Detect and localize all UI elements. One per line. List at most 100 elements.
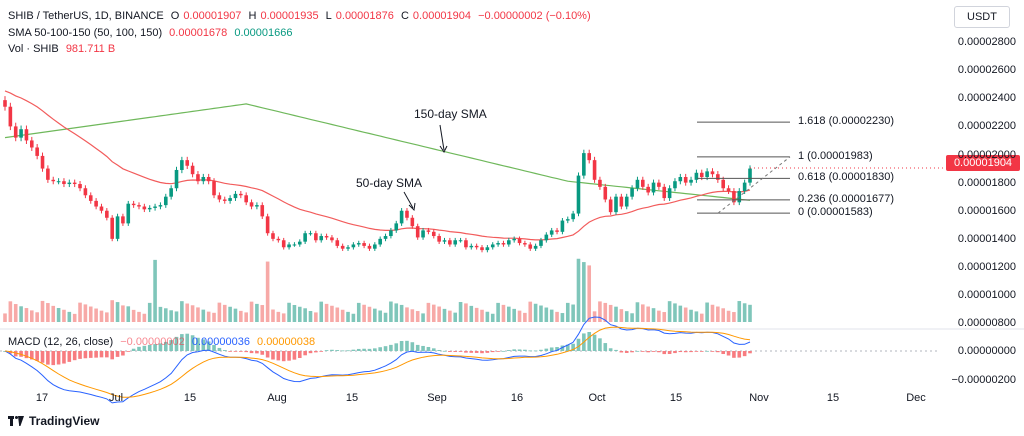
macd-histogram-bar: [297, 351, 302, 358]
macd-legend[interactable]: MACD (12, 26, close) −0.00000002 0.00000…: [8, 336, 319, 348]
volume-bar: [710, 304, 715, 322]
volume-bar: [726, 310, 731, 322]
candle-body: [528, 244, 533, 249]
macd-histogram-bar: [565, 344, 570, 351]
volume-label: Vol · SHIB: [8, 43, 59, 55]
sma150-arrowhead: [439, 145, 448, 153]
symbol-label[interactable]: SHIB / TetherUS, 1D, BINANCE: [8, 10, 164, 22]
macd-histogram-bar: [287, 351, 291, 361]
macd-histogram-bar: [737, 351, 742, 358]
candle-body: [3, 100, 7, 107]
macd-histogram-bar: [576, 338, 581, 351]
macd-histogram-bar: [598, 338, 602, 351]
candle-body: [614, 196, 618, 213]
volume-bar: [480, 309, 484, 322]
macd-histogram-bar: [260, 351, 265, 355]
volume-bar: [228, 306, 232, 322]
macd-histogram-bar: [142, 345, 147, 351]
candle-body: [399, 210, 404, 224]
open-value: 0.00001907: [183, 10, 242, 22]
last-price-tag: 0.00001904: [946, 155, 1020, 171]
candle-body: [410, 217, 415, 227]
macd-histogram-bar: [356, 348, 361, 351]
candle-body: [303, 233, 307, 242]
candle-body: [507, 240, 511, 245]
macd-histogram-bar: [673, 351, 677, 354]
close-value: 0.00001904: [412, 10, 472, 22]
macd-histogram-bar: [705, 350, 709, 352]
candle-body: [437, 236, 441, 242]
volume-bar: [190, 305, 195, 322]
candle-body: [442, 240, 447, 242]
volume-bar: [405, 307, 409, 322]
tradingview-logo[interactable]: TradingView: [8, 414, 99, 428]
candle-body: [281, 240, 286, 248]
macd-histogram-bar: [415, 344, 420, 351]
macd-histogram-bar: [533, 350, 538, 352]
macd-histogram-bar: [367, 348, 372, 351]
volume-bar: [571, 304, 575, 322]
macd-histogram-bar: [163, 341, 168, 351]
volume-bar: [126, 306, 131, 322]
candle-body: [292, 244, 297, 246]
macd-histogram-bar: [126, 351, 131, 352]
price-axis-label: 0.00001800: [957, 176, 1016, 189]
candle-body: [51, 179, 56, 182]
volume-bar: [67, 311, 72, 322]
volume-bar: [83, 304, 88, 322]
volume-bar: [206, 311, 211, 322]
volume-bar: [512, 308, 516, 322]
volume-bar: [78, 302, 82, 322]
macd-histogram-bar: [528, 350, 533, 352]
volume-bar: [474, 307, 479, 322]
candle-body: [13, 126, 18, 138]
candle-body: [137, 205, 141, 207]
volume-bar: [62, 309, 66, 322]
volume-bar: [40, 300, 45, 322]
macd-histogram-bar: [24, 351, 29, 359]
macd-histogram-bar: [474, 351, 479, 353]
candle-body: [582, 153, 586, 176]
volume-bar: [94, 308, 98, 322]
volume-legend[interactable]: Vol · SHIB 981.711 B: [8, 43, 119, 55]
candle-body: [131, 203, 136, 206]
macd-histogram-bar: [249, 351, 254, 354]
macd-histogram-bar: [239, 351, 243, 352]
candle-body: [608, 199, 613, 213]
candle-body: [373, 244, 377, 249]
sma-value-1: 0.00001678: [169, 27, 228, 39]
macd-histogram-bar: [346, 350, 350, 352]
volume-bar: [667, 301, 672, 322]
macd-histogram-bar: [603, 343, 608, 351]
volume-bar: [705, 302, 709, 322]
macd-histogram-bar: [517, 349, 522, 351]
candle-body: [8, 106, 13, 127]
macd-label: MACD (12, 26, close): [8, 336, 114, 348]
candle-body: [324, 236, 329, 238]
volume-bar: [582, 262, 586, 322]
candle-body: [174, 169, 179, 189]
sma-label: SMA 50-100-150 (50, 100, 150): [8, 27, 163, 39]
macd-histogram-bar: [689, 351, 693, 353]
macd-histogram-bar: [121, 351, 125, 356]
sma-legend[interactable]: SMA 50-100-150 (50, 100, 150) 0.00001678…: [8, 27, 296, 39]
candle-body: [196, 174, 200, 182]
macd-histogram-bar: [630, 351, 634, 353]
macd-histogram-bar: [292, 351, 297, 360]
candle-body: [222, 199, 227, 201]
macd-histogram-bar: [105, 351, 109, 358]
candle-body: [201, 177, 206, 182]
macd-histogram-bar: [308, 351, 313, 354]
currency-button[interactable]: USDT: [954, 6, 1010, 28]
time-axis-label: 16: [510, 392, 524, 404]
macd-histogram-bar: [255, 351, 259, 354]
candle-body: [565, 219, 570, 221]
candle-body: [383, 236, 388, 239]
candle-body: [587, 153, 592, 161]
candle-body: [56, 181, 61, 183]
macd-histogram-bar: [442, 350, 447, 352]
volume-bar: [72, 313, 77, 322]
price-axis-label: 0.00000800: [957, 317, 1016, 330]
